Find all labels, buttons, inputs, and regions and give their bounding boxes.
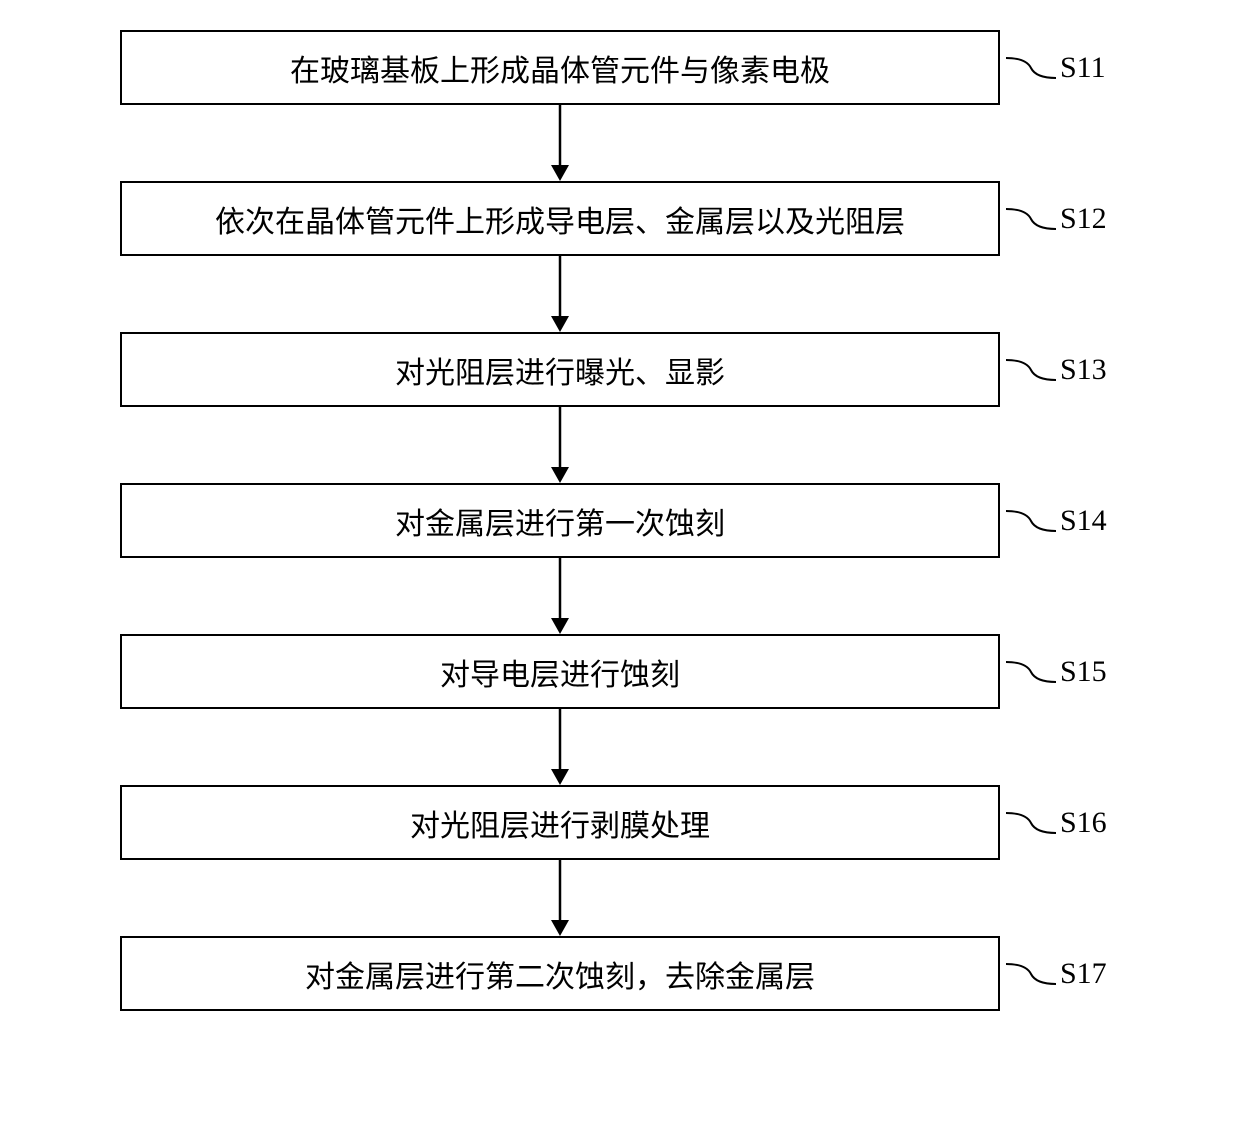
step-text: 对金属层进行第一次蚀刻: [395, 499, 725, 543]
step-label: S13: [1060, 353, 1107, 387]
arrow-connector: [120, 709, 1000, 785]
step-box-s15: 对导电层进行蚀刻: [120, 634, 1000, 709]
step-text: 对光阻层进行曝光、显影: [395, 348, 725, 392]
step-row: 对金属层进行第一次蚀刻 S14: [120, 483, 1107, 558]
step-label: S15: [1060, 655, 1107, 689]
step-label-wrap: S14: [1006, 491, 1107, 551]
curve-connector-icon: [1006, 189, 1056, 249]
step-row: 对导电层进行蚀刻 S15: [120, 634, 1107, 709]
arrow-connector: [120, 256, 1000, 332]
arrow-connector: [120, 105, 1000, 181]
step-row: 对光阻层进行剥膜处理 S16: [120, 785, 1107, 860]
flowchart-container: 在玻璃基板上形成晶体管元件与像素电极 S11 依次在晶体管元件上形成导电层、金属…: [40, 30, 1200, 1011]
step-box-s17: 对金属层进行第二次蚀刻，去除金属层: [120, 936, 1000, 1011]
arrow-down-icon: [545, 407, 575, 483]
step-box-s16: 对光阻层进行剥膜处理: [120, 785, 1000, 860]
step-box-s13: 对光阻层进行曝光、显影: [120, 332, 1000, 407]
arrow-down-icon: [545, 860, 575, 936]
arrow-connector: [120, 558, 1000, 634]
step-text: 对导电层进行蚀刻: [440, 650, 680, 694]
curve-connector-icon: [1006, 944, 1056, 1004]
step-row: 依次在晶体管元件上形成导电层、金属层以及光阻层 S12: [120, 181, 1107, 256]
step-label: S17: [1060, 957, 1107, 991]
curve-connector-icon: [1006, 340, 1056, 400]
arrow-down-icon: [545, 256, 575, 332]
step-label-wrap: S16: [1006, 793, 1107, 853]
step-text: 依次在晶体管元件上形成导电层、金属层以及光阻层: [215, 197, 905, 241]
step-box-s12: 依次在晶体管元件上形成导电层、金属层以及光阻层: [120, 181, 1000, 256]
step-label: S11: [1060, 51, 1106, 85]
step-label: S12: [1060, 202, 1107, 236]
curve-connector-icon: [1006, 491, 1056, 551]
step-label-wrap: S15: [1006, 642, 1107, 702]
step-row: 对光阻层进行曝光、显影 S13: [120, 332, 1107, 407]
arrow-connector: [120, 407, 1000, 483]
step-box-s11: 在玻璃基板上形成晶体管元件与像素电极: [120, 30, 1000, 105]
curve-connector-icon: [1006, 642, 1056, 702]
curve-connector-icon: [1006, 793, 1056, 853]
step-label-wrap: S12: [1006, 189, 1107, 249]
step-box-s14: 对金属层进行第一次蚀刻: [120, 483, 1000, 558]
step-label: S14: [1060, 504, 1107, 538]
step-row: 对金属层进行第二次蚀刻，去除金属层 S17: [120, 936, 1107, 1011]
step-text: 对光阻层进行剥膜处理: [410, 801, 710, 845]
curve-connector-icon: [1006, 38, 1056, 98]
step-text: 在玻璃基板上形成晶体管元件与像素电极: [290, 46, 830, 90]
step-label: S16: [1060, 806, 1107, 840]
step-label-wrap: S13: [1006, 340, 1107, 400]
arrow-connector: [120, 860, 1000, 936]
arrow-down-icon: [545, 105, 575, 181]
step-row: 在玻璃基板上形成晶体管元件与像素电极 S11: [120, 30, 1106, 105]
step-label-wrap: S11: [1006, 38, 1106, 98]
arrow-down-icon: [545, 709, 575, 785]
step-text: 对金属层进行第二次蚀刻，去除金属层: [305, 952, 815, 996]
arrow-down-icon: [545, 558, 575, 634]
step-label-wrap: S17: [1006, 944, 1107, 1004]
